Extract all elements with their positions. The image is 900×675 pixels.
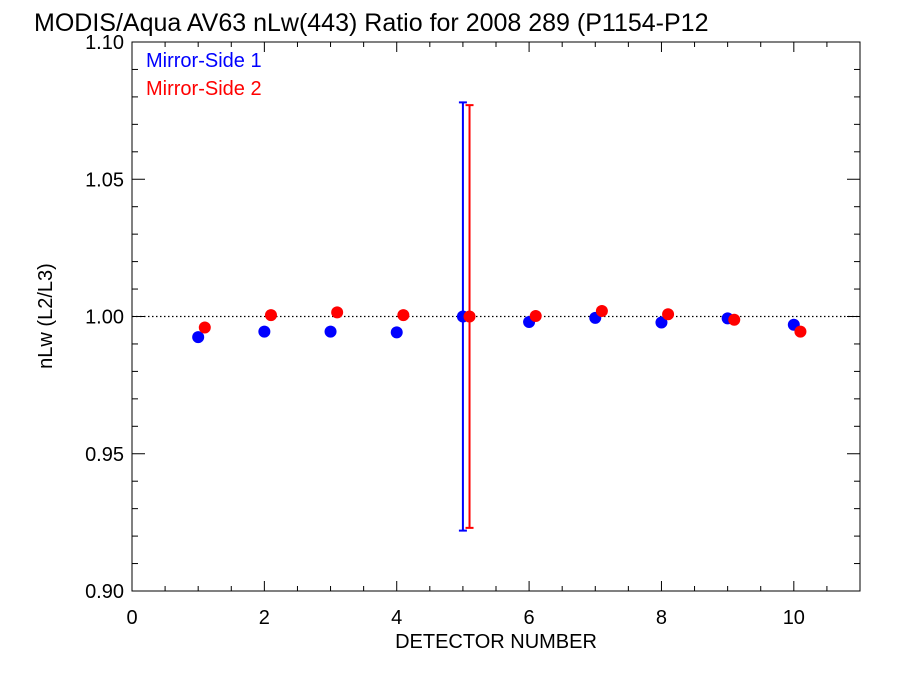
x-tick-label: 2 xyxy=(259,607,270,629)
data-point-series-2 xyxy=(794,325,807,338)
data-point-series-2 xyxy=(728,313,741,326)
data-point-series-2 xyxy=(397,309,410,322)
x-tick-label: 6 xyxy=(524,607,535,629)
data-point-series-1 xyxy=(655,316,668,329)
y-tick-label: 1.10 xyxy=(85,32,124,54)
data-point-series-2 xyxy=(331,306,344,319)
data-point-series-2 xyxy=(662,308,675,321)
data-point-series-2 xyxy=(529,309,542,322)
x-tick-label: 8 xyxy=(656,607,667,629)
y-tick-label: 0.90 xyxy=(85,581,124,603)
x-tick-label: 10 xyxy=(783,607,805,629)
data-point-series-2 xyxy=(595,305,608,318)
chart-title: MODIS/Aqua AV63 nLw(443) Ratio for 2008 … xyxy=(34,9,708,37)
data-point-series-1 xyxy=(324,325,337,338)
data-point-series-1 xyxy=(192,331,205,344)
data-point-series-1 xyxy=(390,326,403,339)
x-tick-labels: 0 2 4 6 8 10 xyxy=(126,607,805,629)
axis-ticks xyxy=(131,41,861,592)
y-tick-labels: 0.90 0.95 1.00 1.05 1.10 xyxy=(85,32,124,603)
data-points xyxy=(192,305,807,344)
data-point-series-2 xyxy=(463,310,476,323)
data-point-series-2 xyxy=(198,321,211,334)
y-axis-label: nLw (L2/L3) xyxy=(35,263,57,369)
y-tick-label: 0.95 xyxy=(85,444,124,466)
legend-series-2: Mirror-Side 2 xyxy=(146,78,262,100)
data-point-series-2 xyxy=(264,309,277,322)
y-tick-label: 1.05 xyxy=(85,169,124,191)
legend-series-1: Mirror-Side 1 xyxy=(146,50,262,72)
x-tick-label: 4 xyxy=(391,607,402,629)
y-tick-label: 1.00 xyxy=(85,307,124,329)
data-point-series-1 xyxy=(258,325,271,338)
x-axis-label: DETECTOR NUMBER xyxy=(395,631,597,653)
x-tick-label: 0 xyxy=(126,607,137,629)
